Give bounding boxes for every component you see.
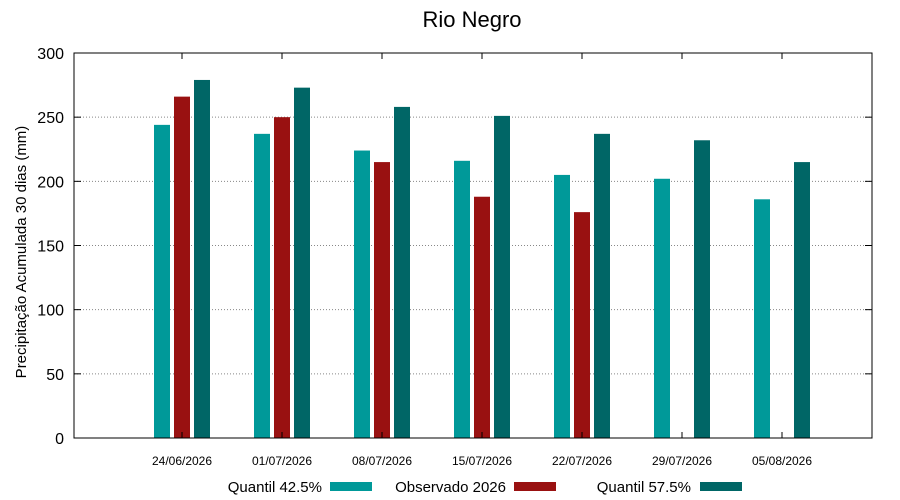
bar [174,96,190,438]
bar [594,133,610,438]
x-tick-label: 15/07/2026 [452,454,512,468]
x-tick-label: 08/07/2026 [352,454,412,468]
bar [574,212,590,438]
y-tick-label: 250 [37,110,64,127]
bar [554,174,570,438]
x-tick-label: 22/07/2026 [552,454,612,468]
x-tick-label: 24/06/2026 [152,454,212,468]
bar [754,199,770,438]
x-tick-label: 01/07/2026 [252,454,312,468]
bar [694,140,710,438]
bar [394,106,410,439]
legend-swatch [330,482,372,491]
chart-title: Rio Negro [422,7,521,32]
y-tick-label: 100 [37,303,64,320]
bar [474,196,490,438]
bar [794,162,810,439]
legend-swatch [514,482,556,491]
legend: Quantil 42.5% Observado 2026 Quantil 57.5% [228,479,742,496]
bar [274,117,290,439]
grid-lines [74,116,872,375]
x-tick-label: 05/08/2026 [752,454,812,468]
bar [194,79,210,438]
bar [654,178,670,438]
y-axis-title: Precipitação Acumulada 30 dias (mm) [13,126,30,379]
bar [494,115,510,438]
y-tick-label: 150 [37,239,64,256]
x-axis-ticks: 24/06/2026 01/07/2026 08/07/2026 15/07/2026… [152,53,812,468]
y-axis-ticks: 0 50 100 150 200 250 300 [37,46,872,448]
y-tick-label: 300 [37,46,64,63]
legend-label: Quantil 42.5% [228,479,322,496]
bar [374,162,390,439]
bar [154,124,170,438]
bar [254,133,270,438]
y-tick-label: 200 [37,174,64,191]
legend-label: Observado 2026 [395,479,506,496]
bar [354,150,370,439]
y-tick-label: 50 [46,367,64,384]
bar [294,87,310,439]
bars [154,79,810,439]
legend-swatch [700,482,742,491]
legend-label: Quantil 57.5% [597,479,691,496]
y-tick-label: 0 [55,431,64,448]
x-tick-label: 29/07/2026 [652,454,712,468]
bar [454,160,470,439]
